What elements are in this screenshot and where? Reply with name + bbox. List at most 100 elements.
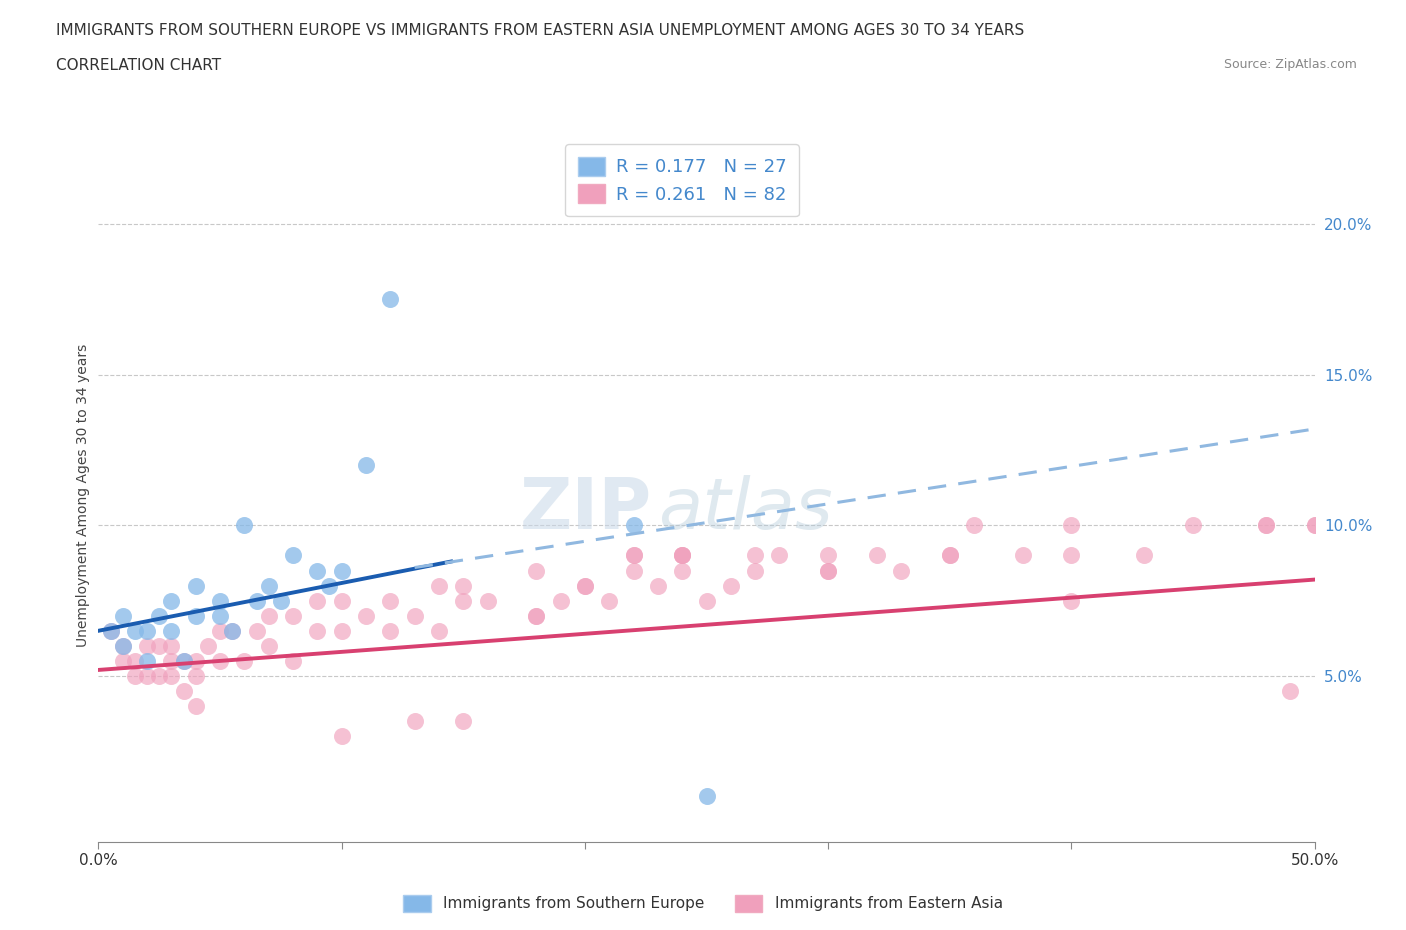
Point xyxy=(307,563,329,578)
Point xyxy=(330,729,353,744)
Point xyxy=(124,669,146,684)
Text: ZIP: ZIP xyxy=(520,474,652,543)
Point xyxy=(354,458,377,472)
Point xyxy=(209,608,232,623)
Point xyxy=(1279,684,1302,698)
Point xyxy=(696,593,718,608)
Point xyxy=(453,578,475,593)
Point xyxy=(111,608,134,623)
Point xyxy=(307,623,329,638)
Point xyxy=(380,623,402,638)
Point xyxy=(1303,518,1326,533)
Point xyxy=(623,563,645,578)
Point xyxy=(173,684,195,698)
Point xyxy=(318,578,340,593)
Point xyxy=(281,608,304,623)
Point xyxy=(1133,548,1156,563)
Point xyxy=(233,654,256,669)
Point xyxy=(574,578,596,593)
Point xyxy=(623,548,645,563)
Point xyxy=(221,623,243,638)
Legend: Immigrants from Southern Europe, Immigrants from Eastern Asia: Immigrants from Southern Europe, Immigra… xyxy=(396,889,1010,918)
Point xyxy=(173,654,195,669)
Point xyxy=(148,638,170,653)
Point xyxy=(184,654,207,669)
Point xyxy=(623,548,645,563)
Point xyxy=(939,548,962,563)
Point xyxy=(817,563,839,578)
Point xyxy=(427,623,450,638)
Point xyxy=(257,608,280,623)
Point xyxy=(598,593,620,608)
Point xyxy=(427,578,450,593)
Point xyxy=(696,789,718,804)
Point xyxy=(720,578,742,593)
Point xyxy=(111,638,134,653)
Point xyxy=(160,638,183,653)
Point xyxy=(1060,593,1083,608)
Point xyxy=(1182,518,1205,533)
Point xyxy=(671,548,693,563)
Point xyxy=(354,608,377,623)
Point xyxy=(197,638,219,653)
Point xyxy=(148,669,170,684)
Point xyxy=(233,518,256,533)
Point xyxy=(330,623,353,638)
Point xyxy=(281,654,304,669)
Point xyxy=(866,548,889,563)
Point xyxy=(453,593,475,608)
Point xyxy=(623,518,645,533)
Point xyxy=(136,654,159,669)
Point xyxy=(136,638,159,653)
Point xyxy=(404,608,426,623)
Point xyxy=(1254,518,1277,533)
Point xyxy=(1060,518,1083,533)
Point xyxy=(209,623,232,638)
Point xyxy=(524,563,547,578)
Point xyxy=(160,593,183,608)
Point xyxy=(890,563,912,578)
Point xyxy=(1011,548,1033,563)
Point xyxy=(671,563,693,578)
Point xyxy=(1060,548,1083,563)
Point xyxy=(817,548,839,563)
Point xyxy=(184,608,207,623)
Point xyxy=(124,623,146,638)
Point xyxy=(380,593,402,608)
Point xyxy=(111,638,134,653)
Point xyxy=(100,623,122,638)
Legend: R = 0.177   N = 27, R = 0.261   N = 82: R = 0.177 N = 27, R = 0.261 N = 82 xyxy=(565,144,799,217)
Text: atlas: atlas xyxy=(658,474,832,543)
Y-axis label: Unemployment Among Ages 30 to 34 years: Unemployment Among Ages 30 to 34 years xyxy=(76,343,90,647)
Point xyxy=(380,292,402,307)
Point xyxy=(245,623,267,638)
Point xyxy=(209,593,232,608)
Point xyxy=(173,654,195,669)
Text: Source: ZipAtlas.com: Source: ZipAtlas.com xyxy=(1223,58,1357,71)
Point xyxy=(270,593,292,608)
Point xyxy=(245,593,267,608)
Point xyxy=(111,654,134,669)
Point xyxy=(817,563,839,578)
Point xyxy=(221,623,243,638)
Point xyxy=(124,654,146,669)
Point xyxy=(257,578,280,593)
Point xyxy=(939,548,962,563)
Point xyxy=(1254,518,1277,533)
Point xyxy=(963,518,986,533)
Point xyxy=(184,698,207,713)
Point xyxy=(744,563,766,578)
Point xyxy=(184,669,207,684)
Point xyxy=(160,669,183,684)
Point xyxy=(671,548,693,563)
Point xyxy=(148,608,170,623)
Point xyxy=(550,593,572,608)
Point xyxy=(281,548,304,563)
Point xyxy=(330,563,353,578)
Text: IMMIGRANTS FROM SOUTHERN EUROPE VS IMMIGRANTS FROM EASTERN ASIA UNEMPLOYMENT AMO: IMMIGRANTS FROM SOUTHERN EUROPE VS IMMIG… xyxy=(56,23,1025,38)
Point xyxy=(100,623,122,638)
Point xyxy=(257,638,280,653)
Point xyxy=(647,578,669,593)
Point xyxy=(307,593,329,608)
Point xyxy=(453,713,475,728)
